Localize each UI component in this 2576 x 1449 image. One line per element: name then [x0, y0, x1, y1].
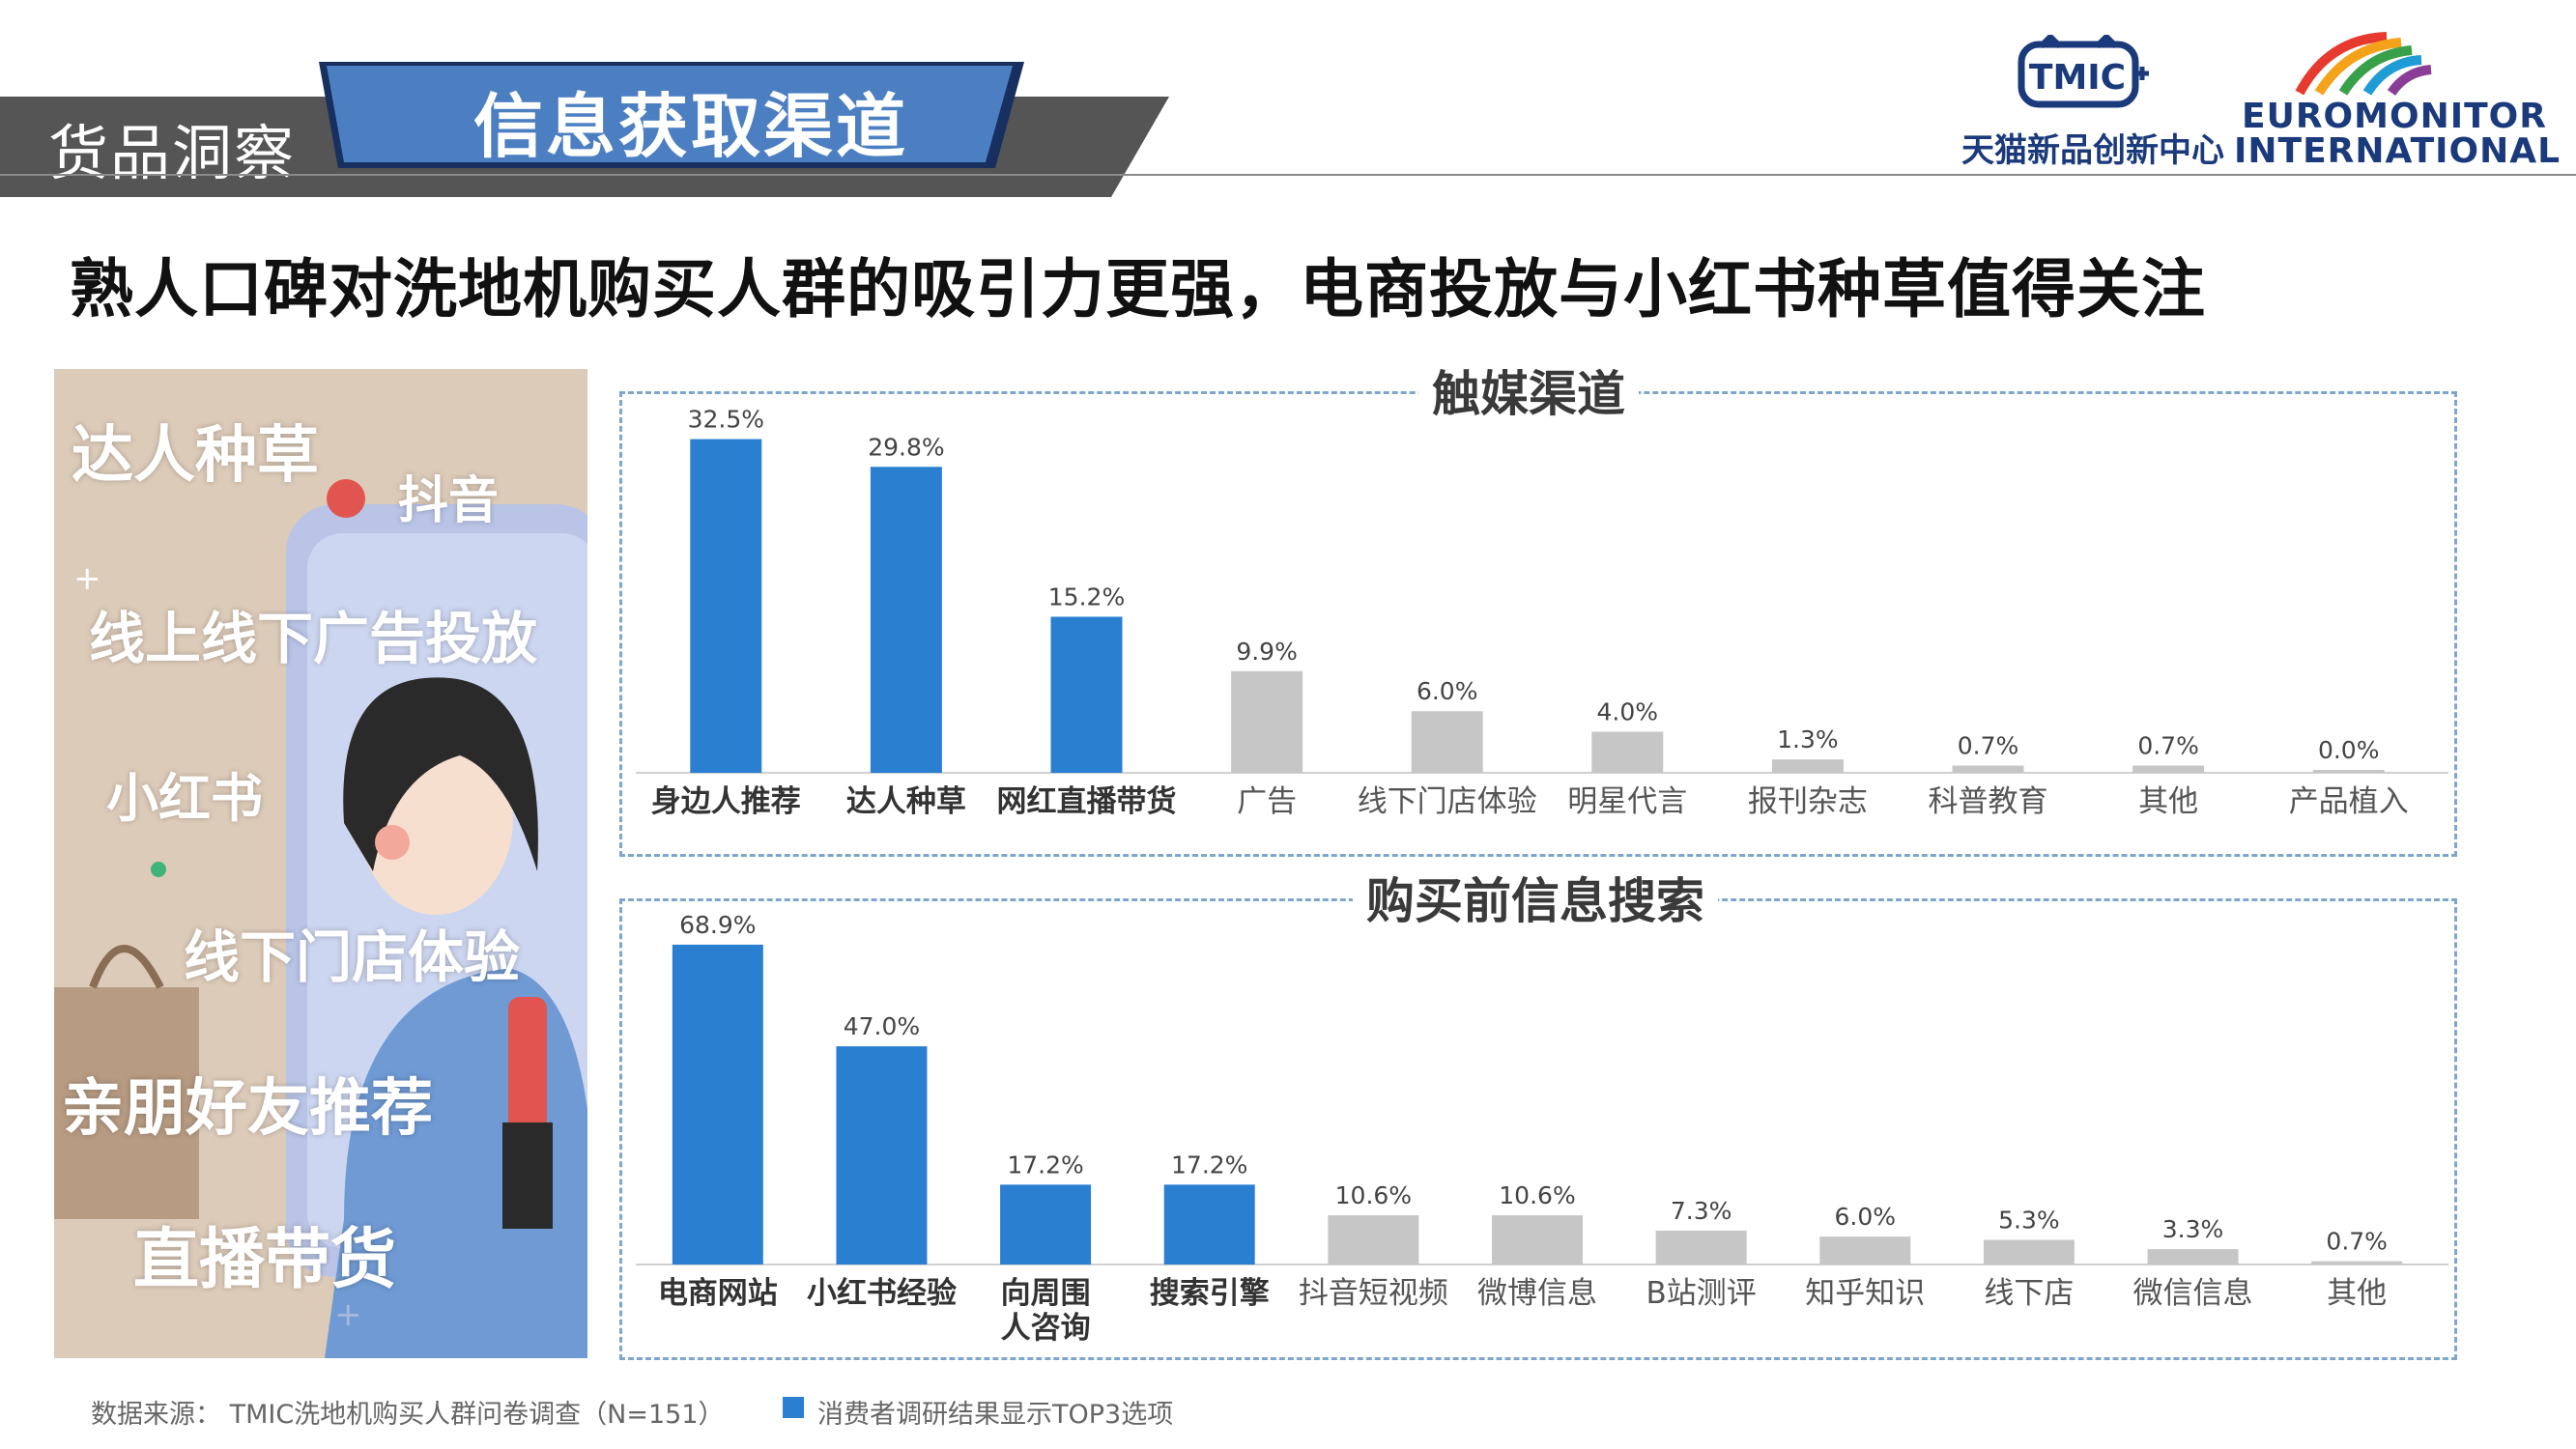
- tick-label: 产品植入: [2289, 784, 2409, 819]
- headline: 熟人口碑对洗地机购买人群的吸引力更强，电商投放与小红书种草值得关注: [70, 252, 2206, 327]
- bar: [690, 439, 762, 773]
- data-label: 17.2%: [1007, 1151, 1083, 1179]
- tick-label: 小红书经验: [807, 1276, 957, 1311]
- bar: [1591, 731, 1664, 773]
- tick-label: 广告: [1237, 784, 1297, 819]
- tick-label: 知乎知识: [1805, 1276, 1925, 1311]
- chart-search-box: 购买前信息搜索 68.9% 电商网站 47.0% 小红书经验 17.2% 向周围 人咨询 17…: [619, 863, 2457, 1360]
- bar: [2147, 1249, 2239, 1264]
- illus-word-store: 线下门店体验: [184, 924, 521, 990]
- chart-media-svg: 32.5% 身边人推荐 29.8% 达人种草 15.2% 网红直播带货 9.9% 广告 6.0%…: [636, 406, 2448, 819]
- illustration-panel: + + 达人种草 抖音 线上线下广告投放 小红书 线下门店体验 亲朋好友推荐 直…: [54, 369, 587, 1358]
- bar: [1328, 1215, 1419, 1264]
- illus-word-ad: 线上线下广告投放: [89, 606, 538, 671]
- page-title: 信息获取渠道: [473, 86, 909, 167]
- tick-label: 向周围: [1001, 1276, 1091, 1311]
- data-label: 0.7%: [1958, 732, 2019, 760]
- data-label: 7.3%: [1671, 1197, 1732, 1225]
- data-source-note: 数据来源： TMIC洗地机购买人群问卷调查（N=151）: [91, 1400, 725, 1430]
- bar: [1819, 1236, 1911, 1264]
- illus-word-douyin: 抖音: [398, 472, 500, 530]
- header-divider: [0, 174, 2576, 176]
- data-label: 5.3%: [1998, 1207, 2060, 1235]
- euromonitor-line1: EUROMONITOR: [2242, 97, 2547, 136]
- data-label: 4.0%: [1597, 697, 1659, 725]
- data-label: 6.0%: [1417, 677, 1478, 705]
- bar: [1771, 759, 1844, 773]
- data-label: 32.5%: [688, 406, 764, 434]
- bar: [1163, 1184, 1255, 1264]
- tick-label: 微信信息: [2133, 1276, 2253, 1311]
- data-label: 68.9%: [679, 911, 756, 939]
- illus-word-xiaohongshu: 小红书: [106, 768, 263, 829]
- data-label: 29.8%: [868, 433, 944, 461]
- data-label: 10.6%: [1335, 1181, 1412, 1209]
- data-label: 17.2%: [1171, 1151, 1247, 1179]
- bar: [1231, 670, 1303, 773]
- data-label: 0.7%: [2137, 732, 2199, 760]
- chart-media-title: 触媒渠道: [1418, 355, 1639, 425]
- data-label: 1.3%: [1777, 725, 1839, 753]
- svg-text:+: +: [334, 1295, 362, 1334]
- illus-word-daren: 达人种草: [72, 420, 319, 492]
- bar: [1411, 711, 1483, 773]
- data-label: 3.3%: [2162, 1215, 2224, 1243]
- tick-label: 线下门店体验: [1358, 784, 1537, 819]
- data-label: 6.0%: [1835, 1203, 1897, 1231]
- tick-label: 线下店: [1984, 1276, 2074, 1311]
- tmic-chinese-name: 天猫新品创新中心: [1961, 131, 2224, 170]
- tick-label: B站测评: [1646, 1276, 1756, 1311]
- tick-label: 抖音短视频: [1299, 1276, 1448, 1311]
- euromonitor-logo-icon: [2295, 32, 2432, 96]
- tick-label: 其他: [2138, 784, 2198, 819]
- tick-label: 身边人推荐: [651, 784, 801, 819]
- bar: [1983, 1239, 2075, 1264]
- tick-label: 人咨询: [1001, 1311, 1091, 1346]
- tick-label: 搜索引擎: [1150, 1276, 1270, 1311]
- page-title-tag: [319, 62, 1024, 168]
- tick-label: 报刊杂志: [1748, 784, 1868, 819]
- bar: [672, 944, 763, 1264]
- tick-label: 网红直播带货: [997, 784, 1177, 819]
- bar: [1655, 1230, 1747, 1264]
- tick-label: 科普教育: [1929, 784, 2048, 819]
- bar: [1492, 1215, 1583, 1264]
- data-label: 9.9%: [1236, 638, 1298, 666]
- data-label: 0.0%: [2318, 736, 2380, 764]
- tick-label: 其他: [2327, 1276, 2387, 1311]
- bar: [1952, 765, 2024, 773]
- bar: [2312, 770, 2385, 773]
- legend-swatch: [783, 1397, 804, 1418]
- tick-label: 明星代言: [1567, 784, 1687, 819]
- chart-media-box: 触媒渠道 32.5% 身边人推荐 29.8% 达人种草 15.2% 网红直播带货 9.9% 广…: [619, 355, 2457, 857]
- legend-label: 消费者调研结果显示TOP3选项: [817, 1400, 1174, 1430]
- chart-search-title: 购买前信息搜索: [1353, 863, 1718, 932]
- svg-text:+: +: [73, 559, 101, 598]
- data-label: 47.0%: [844, 1012, 920, 1040]
- bar: [1000, 1184, 1092, 1264]
- bar: [1050, 616, 1123, 773]
- data-label: 10.6%: [1499, 1181, 1575, 1209]
- illus-word-livestream: 直播带货: [133, 1222, 397, 1298]
- bar: [870, 467, 942, 773]
- bar: [2132, 765, 2205, 773]
- tick-label: 达人种草: [846, 784, 966, 819]
- data-label: 0.7%: [2326, 1228, 2388, 1256]
- tick-label: 电商网站: [658, 1276, 778, 1311]
- phone-shopper-illustration: + +: [54, 479, 587, 1358]
- section-tag: 货品洞察: [48, 118, 297, 188]
- bar: [836, 1046, 928, 1264]
- illus-word-friends: 亲朋好友推荐: [62, 1073, 433, 1145]
- tmic-logo-icon: TMIC: [2018, 35, 2149, 108]
- euromonitor-line2: INTERNATIONAL: [2234, 131, 2562, 171]
- bar: [2311, 1261, 2403, 1264]
- tmic-logo-text: TMIC: [2029, 58, 2126, 98]
- data-label: 15.2%: [1048, 582, 1125, 611]
- tick-label: 微博信息: [1477, 1276, 1597, 1311]
